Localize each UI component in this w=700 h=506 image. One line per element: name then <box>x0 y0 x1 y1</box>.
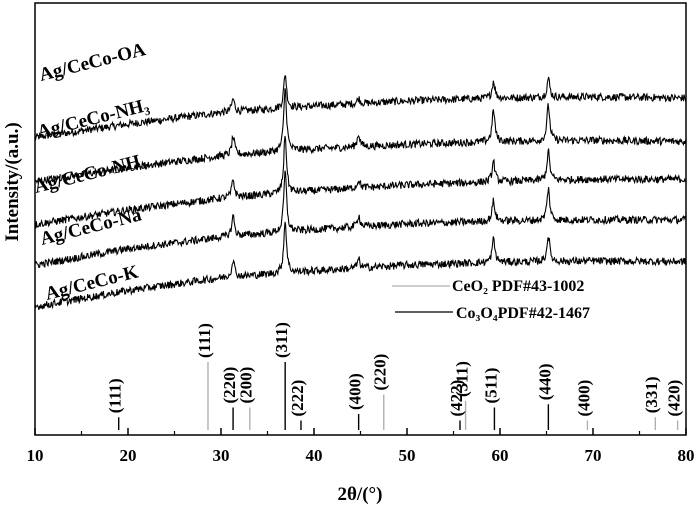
co3o4-miller-index: (440) <box>535 363 554 400</box>
xrd-pattern-line <box>34 88 687 185</box>
xrd-pattern-line <box>34 170 687 269</box>
pattern-label: Ag/CeCo-OA <box>37 39 148 86</box>
co3o4-miller-index: (222) <box>288 380 307 417</box>
ceo2-miller-index: (311) <box>452 361 471 397</box>
pattern-label: Ag/CeCo-Na <box>38 204 144 250</box>
x-tick-label: 50 <box>399 446 416 465</box>
reference-legend: CeO₂ PDF#43-1002 Co₃O₄PDF#42-1467 <box>392 278 590 322</box>
x-tick-label: 20 <box>120 446 137 465</box>
co3o4-miller-index: (111) <box>106 378 125 413</box>
co3o4-miller-index: (311) <box>272 322 291 358</box>
co3o4-miller-index: (220) <box>220 367 239 404</box>
x-tick-label: 60 <box>492 446 509 465</box>
x-tick-label: 70 <box>585 446 602 465</box>
x-tick-label: 40 <box>306 446 323 465</box>
pattern-label: Ag/CeCo-NH₄ <box>32 150 148 198</box>
ceo2-miller-index: (331) <box>642 376 661 413</box>
co3o4-miller-index: (400) <box>346 373 365 410</box>
pattern-labels: Ag/CeCo-OA Ag/CeCo-NH₃ Ag/CeCo-NH₄ Ag/CeCo-… <box>32 39 151 305</box>
ceo2-miller-index: (200) <box>237 367 256 404</box>
co3o4-miller-index: (422) <box>447 380 466 417</box>
pattern-label: Ag/CeCo-K <box>43 261 140 304</box>
legend-label-ceo2: CeO₂ PDF#43-1002 <box>452 278 584 295</box>
x-tick-label: 80 <box>678 446 695 465</box>
xrd-pattern-line <box>34 135 687 230</box>
co3o4-miller-index: (511) <box>481 368 500 404</box>
xrd-pattern-line <box>34 75 687 141</box>
xrd-patterns <box>34 75 687 310</box>
y-axis-label: Intensity/(a.u.) <box>2 122 23 241</box>
ceo2-miller-index: (400) <box>574 380 593 417</box>
reference-patterns: (111)(200) (220) (311)(400) (331) (420)(111)… <box>106 322 684 430</box>
xrd-pattern-line <box>34 221 687 310</box>
ceo2-miller-index: (111) <box>195 323 214 358</box>
pattern-label: Ag/CeCo-NH₃ <box>35 95 151 143</box>
ceo2-miller-index: (220) <box>371 354 390 391</box>
x-tick-label: 30 <box>213 446 230 465</box>
ceo2-miller-index: (420) <box>665 380 684 417</box>
x-axis-label: 2θ/(°) <box>338 484 383 505</box>
x-tick-label: 10 <box>27 446 44 465</box>
x-axis-ticks: 10 20 30 40 50 60 70 80 <box>27 428 695 465</box>
legend-label-co3o4: Co₃O₄PDF#42-1467 <box>456 305 590 322</box>
